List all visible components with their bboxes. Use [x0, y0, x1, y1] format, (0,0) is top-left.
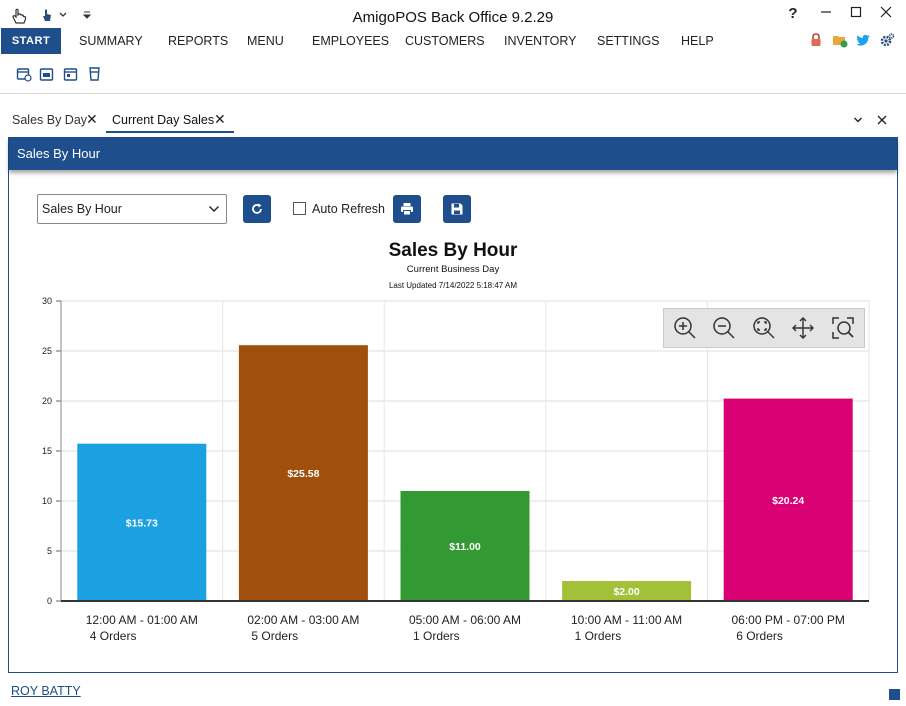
calendar-list-icon[interactable] — [39, 66, 55, 85]
x-orders-label: 4 Orders — [90, 629, 137, 643]
maximize-icon[interactable] — [843, 3, 869, 25]
current-user-link[interactable]: ROY BATTY — [11, 684, 81, 698]
bar — [723, 398, 853, 601]
bar-value-label: $2.00 — [613, 586, 639, 598]
bar — [400, 491, 530, 601]
bar-value-label: $15.73 — [126, 517, 158, 529]
save-button[interactable] — [443, 195, 471, 223]
bar-value-label: $20.24 — [772, 495, 804, 507]
title-bar: AmigoPOS Back Office 9.2.29 ? — [0, 0, 906, 32]
report-panel: Sales By Hour Sales By Hour Auto Refresh… — [8, 137, 898, 673]
close-window-icon[interactable] — [873, 3, 899, 25]
menu-help[interactable]: HELP — [681, 34, 714, 48]
chevron-down-icon — [208, 195, 220, 233]
panel-title: Sales By Hour — [9, 138, 897, 170]
x-orders-label: 1 Orders — [413, 629, 460, 643]
menu-reports[interactable]: REPORTS — [168, 34, 229, 48]
calendar-clock-icon[interactable] — [16, 66, 32, 85]
zoom-in-icon[interactable] — [673, 316, 697, 343]
bar — [562, 581, 692, 601]
zoom-rect-icon[interactable] — [831, 316, 855, 343]
window-title: AmigoPOS Back Office 9.2.29 — [352, 9, 554, 26]
status-indicator — [889, 689, 900, 700]
quick-access-dropdown-icon[interactable] — [82, 8, 92, 23]
twitter-icon[interactable] — [855, 32, 871, 51]
bar-value-label: $25.58 — [287, 468, 319, 480]
auto-refresh-checkbox[interactable] — [293, 202, 306, 215]
menu-customers[interactable]: CUSTOMERS — [405, 34, 485, 48]
tab-close-icon[interactable]: ✕ — [86, 111, 98, 127]
pan-icon[interactable] — [791, 316, 815, 343]
menu-inventory[interactable]: INVENTORY — [504, 34, 577, 48]
sales-bar-chart: 0 5 10 15 20 25 30 $15.73 12:00 AM - 01:00 AM 4 O… — [42, 296, 870, 643]
menu-settings[interactable]: SETTINGS — [597, 34, 660, 48]
chevron-down-icon[interactable] — [852, 114, 864, 129]
help-icon[interactable]: ? — [788, 5, 798, 22]
bar — [238, 345, 368, 601]
hand-pointer-icon[interactable] — [10, 7, 28, 28]
tab-sales-by-day[interactable]: Sales By Day — [12, 113, 88, 127]
menu-employees[interactable]: EMPLOYEES — [312, 34, 390, 48]
x-orders-label: 6 Orders — [736, 629, 783, 643]
lock-icon[interactable] — [809, 32, 823, 51]
menu-summary[interactable]: SUMMARY — [79, 34, 143, 48]
bar-value-label: $11.00 — [449, 541, 481, 553]
refresh-button[interactable] — [243, 195, 271, 223]
y-tick-label: 10 — [42, 496, 52, 506]
chart-updated: Last Updated 7/14/2022 5:18:47 AM — [388, 281, 518, 290]
save-icon — [451, 203, 463, 215]
y-tick-label: 30 — [42, 296, 52, 306]
zoom-out-icon[interactable] — [712, 316, 736, 343]
zoom-fit-icon[interactable] — [752, 316, 776, 343]
toolbar-divider — [0, 93, 906, 94]
tab-current-day-sales[interactable]: Current Day Sales — [112, 113, 215, 127]
gear-icon[interactable] — [879, 32, 895, 51]
y-tick-label: 15 — [42, 446, 52, 456]
bar — [77, 443, 207, 601]
touch-icon[interactable] — [40, 7, 54, 26]
cup-icon[interactable] — [87, 66, 103, 85]
x-category-label: 06:00 PM - 07:00 PM — [732, 613, 845, 627]
tab-close-icon[interactable]: ✕ — [214, 111, 226, 127]
print-button[interactable] — [393, 195, 421, 223]
x-category-label: 10:00 AM - 11:00 AM — [571, 613, 682, 627]
report-select-value: Sales By Hour — [42, 202, 122, 216]
chevron-down-icon[interactable] — [58, 8, 68, 23]
chart-title: Sales By Hour — [388, 240, 518, 261]
menu-bar: START SUMMARY REPORTS MENU EMPLOYEES CUS… — [0, 28, 906, 54]
minimize-icon[interactable] — [813, 3, 839, 25]
y-tick-label: 5 — [47, 546, 52, 556]
x-orders-label: 1 Orders — [575, 629, 622, 643]
x-category-label: 12:00 AM - 01:00 AM — [86, 613, 198, 627]
x-orders-label: 5 Orders — [251, 629, 298, 643]
active-tab-indicator — [106, 131, 234, 133]
y-tick-label: 0 — [47, 596, 52, 606]
menu-menu[interactable]: MENU — [247, 34, 284, 48]
start-button[interactable]: START — [1, 28, 61, 54]
calendar-day-icon[interactable] — [63, 66, 79, 85]
close-tabs-icon[interactable] — [876, 114, 888, 129]
folder-sync-icon[interactable] — [832, 32, 848, 51]
auto-refresh-label: Auto Refresh — [312, 202, 385, 216]
x-category-label: 05:00 AM - 06:00 AM — [409, 613, 521, 627]
chart-zoom-toolbar — [663, 308, 865, 348]
chart-subtitle: Current Business Day — [406, 264, 500, 275]
y-tick-label: 20 — [42, 396, 52, 406]
y-tick-label: 25 — [42, 346, 52, 356]
x-category-label: 02:00 AM - 03:00 AM — [247, 613, 359, 627]
printer-icon — [401, 203, 413, 216]
report-select[interactable]: Sales By Hour — [37, 194, 227, 224]
refresh-icon — [252, 203, 262, 214]
